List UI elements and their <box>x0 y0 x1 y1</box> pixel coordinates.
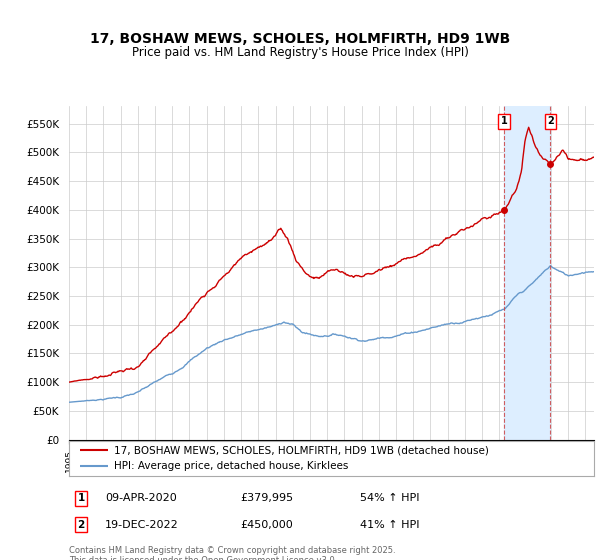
Text: £450,000: £450,000 <box>240 520 293 530</box>
Text: Contains HM Land Registry data © Crown copyright and database right 2025.
This d: Contains HM Land Registry data © Crown c… <box>69 546 395 560</box>
Text: 54% ↑ HPI: 54% ↑ HPI <box>360 493 419 503</box>
Text: 1: 1 <box>77 493 85 503</box>
Text: 41% ↑ HPI: 41% ↑ HPI <box>360 520 419 530</box>
Text: 17, BOSHAW MEWS, SCHOLES, HOLMFIRTH, HD9 1WB (detached house): 17, BOSHAW MEWS, SCHOLES, HOLMFIRTH, HD9… <box>113 445 488 455</box>
Text: 09-APR-2020: 09-APR-2020 <box>105 493 177 503</box>
Text: £379,995: £379,995 <box>240 493 293 503</box>
Text: 1: 1 <box>500 116 508 127</box>
Text: 2: 2 <box>77 520 85 530</box>
Text: 17, BOSHAW MEWS, SCHOLES, HOLMFIRTH, HD9 1WB: 17, BOSHAW MEWS, SCHOLES, HOLMFIRTH, HD9… <box>90 32 510 46</box>
Bar <box>504 106 550 440</box>
Text: 19-DEC-2022: 19-DEC-2022 <box>105 520 179 530</box>
Text: 2: 2 <box>547 116 554 127</box>
Text: Price paid vs. HM Land Registry's House Price Index (HPI): Price paid vs. HM Land Registry's House … <box>131 46 469 59</box>
Text: HPI: Average price, detached house, Kirklees: HPI: Average price, detached house, Kirk… <box>113 461 348 472</box>
